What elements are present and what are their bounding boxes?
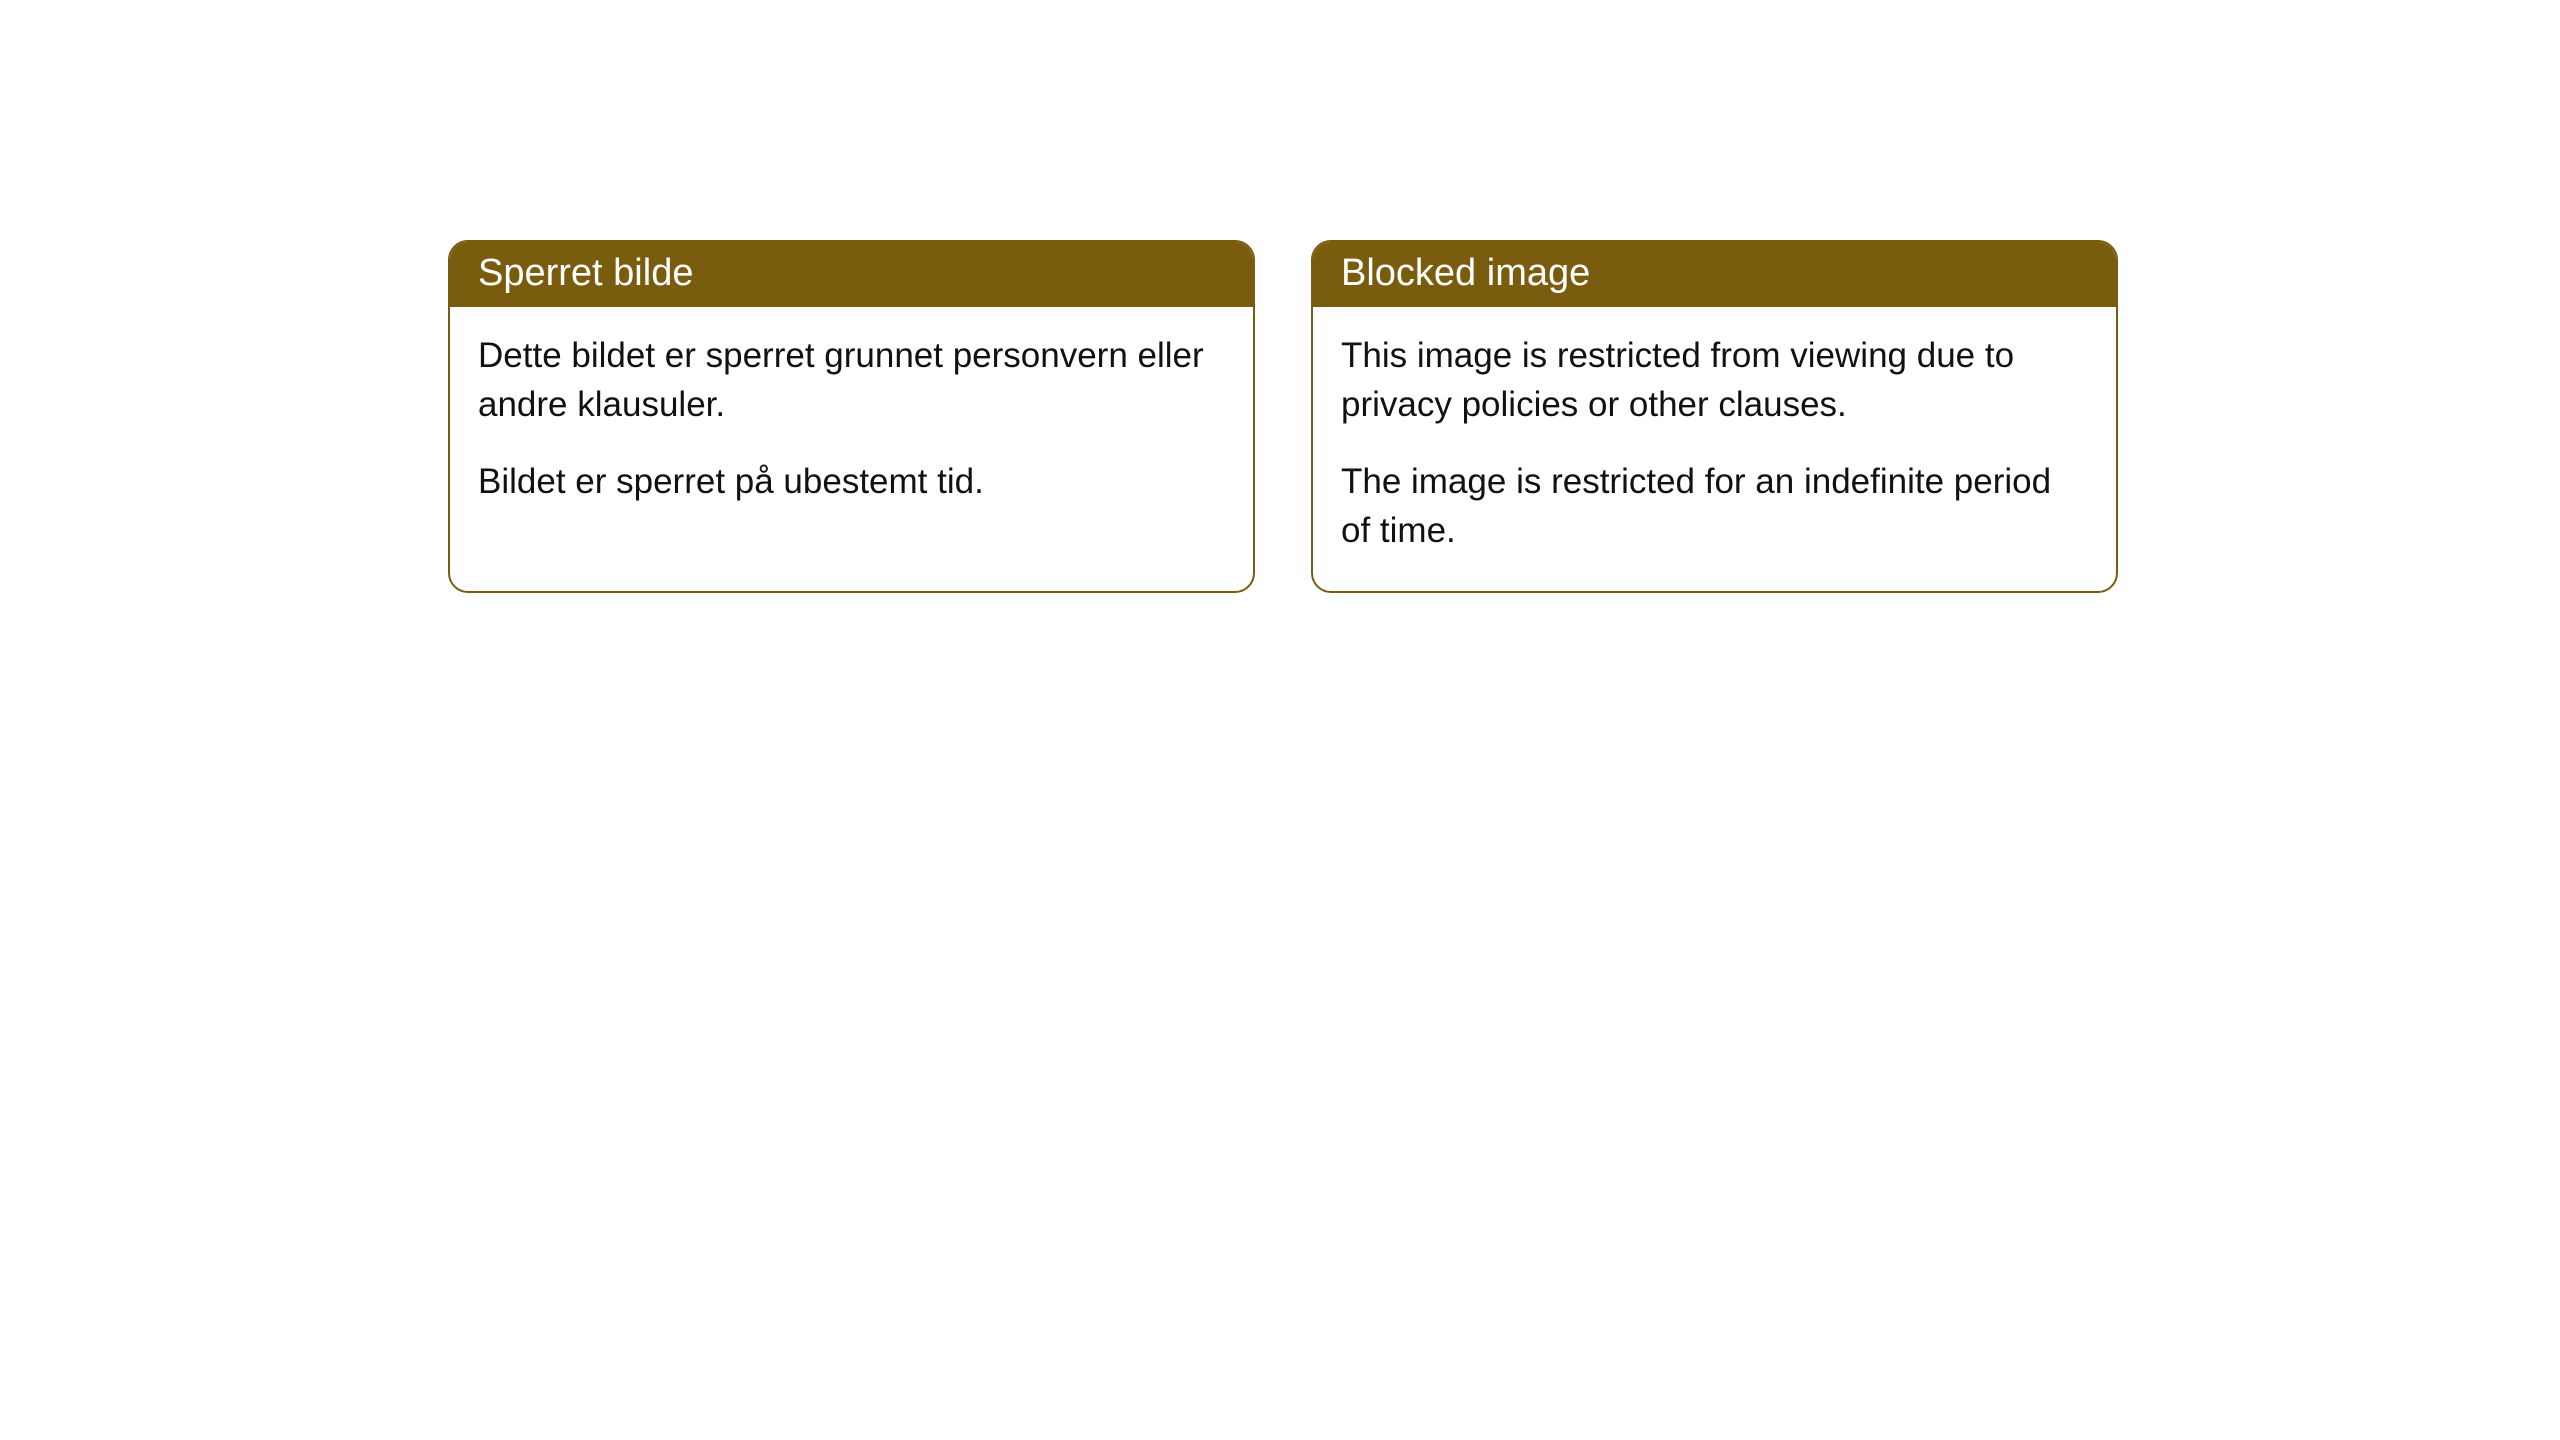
- card-english: Blocked image This image is restricted f…: [1311, 240, 2118, 593]
- card-header-english: Blocked image: [1313, 242, 2116, 307]
- card-paragraph: Dette bildet er sperret grunnet personve…: [478, 331, 1225, 429]
- card-paragraph: Bildet er sperret på ubestemt tid.: [478, 457, 1225, 506]
- card-header-norwegian: Sperret bilde: [450, 242, 1253, 307]
- card-norwegian: Sperret bilde Dette bildet er sperret gr…: [448, 240, 1255, 593]
- card-body-english: This image is restricted from viewing du…: [1313, 307, 2116, 591]
- card-paragraph: This image is restricted from viewing du…: [1341, 331, 2088, 429]
- cards-container: Sperret bilde Dette bildet er sperret gr…: [0, 0, 2560, 593]
- card-paragraph: The image is restricted for an indefinit…: [1341, 457, 2088, 555]
- card-body-norwegian: Dette bildet er sperret grunnet personve…: [450, 307, 1253, 542]
